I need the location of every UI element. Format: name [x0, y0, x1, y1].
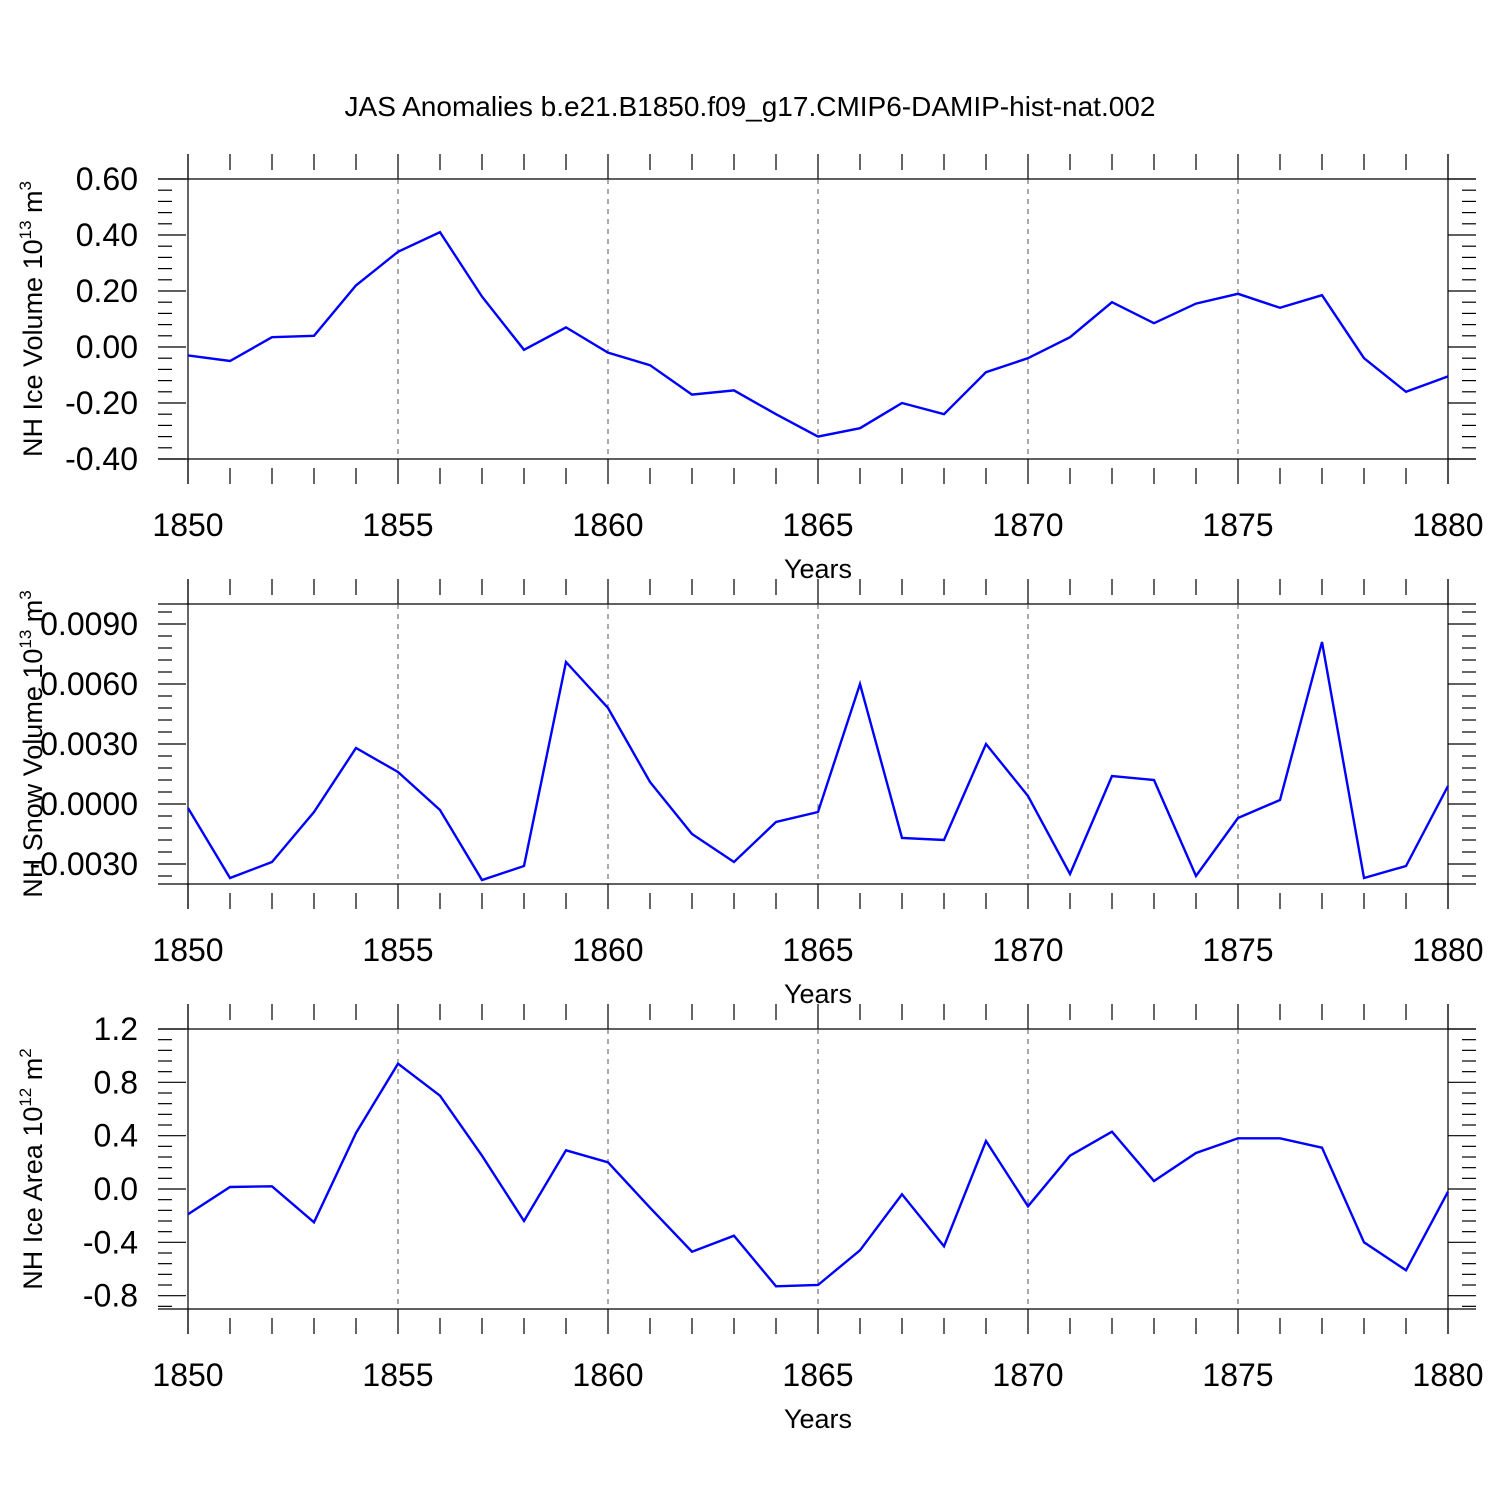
- figure-title: JAS Anomalies b.e21.B1850.f09_g17.CMIP6-…: [345, 91, 1156, 122]
- y-tick-label: -0.0030: [29, 846, 138, 882]
- y-tick-label: 0.00: [76, 329, 138, 365]
- y-axis-title: NH Ice Area 1012 m2: [16, 1048, 48, 1289]
- y-tick-label: -0.8: [83, 1278, 138, 1314]
- x-tick-label: 1855: [362, 507, 433, 543]
- y-tick-label: -0.20: [65, 385, 138, 421]
- x-tick-label: 1880: [1412, 507, 1483, 543]
- y-axis-title-exponent: 12: [16, 1088, 35, 1107]
- y-axis-title-text: NH Snow Volume 10: [18, 649, 48, 898]
- x-tick-label: 1875: [1202, 507, 1273, 543]
- x-axis-title: Years: [784, 1404, 852, 1434]
- y-tick-label: -0.40: [65, 441, 138, 477]
- y-tick-label: 0.0000: [40, 786, 138, 822]
- y-axis-title-exponent: 13: [16, 220, 35, 239]
- y-axis-title-unit: m: [18, 1058, 48, 1088]
- x-tick-label: 1860: [572, 1357, 643, 1393]
- y-axis-title-text: NH Ice Area 10: [18, 1107, 48, 1290]
- x-tick-label: 1860: [572, 507, 643, 543]
- y-axis-title-unit-exponent: 3: [16, 181, 35, 190]
- x-tick-label: 1850: [152, 1357, 223, 1393]
- x-tick-label: 1865: [782, 932, 853, 968]
- x-tick-label: 1855: [362, 1357, 433, 1393]
- y-tick-label: 0.4: [94, 1118, 138, 1154]
- y-tick-label: 0.20: [76, 273, 138, 309]
- y-tick-label: 0.0090: [40, 606, 138, 642]
- y-axis-title: NH Ice Volume 1013 m3: [16, 181, 48, 457]
- y-tick-label: 0.60: [76, 161, 138, 197]
- x-tick-label: 1870: [992, 507, 1063, 543]
- x-tick-label: 1870: [992, 932, 1063, 968]
- y-axis-title-unit: m: [18, 600, 48, 630]
- panel-3: 1.2 0.8 0.4 0.0 -0.4 -0.8 1850 1855 1860 1865 1870…: [16, 1004, 1484, 1434]
- y-tick-label: 0.40: [76, 217, 138, 253]
- x-tick-label: 1855: [362, 932, 433, 968]
- y-tick-label: -0.4: [83, 1224, 138, 1260]
- x-tick-label: 1850: [152, 507, 223, 543]
- x-tick-label: 1875: [1202, 932, 1273, 968]
- y-tick-label: 1.2: [94, 1011, 138, 1047]
- x-tick-label: 1875: [1202, 1357, 1273, 1393]
- x-tick-label: 1865: [782, 507, 853, 543]
- panel-2: 0.0090 0.0060 0.0030 0.0000 -0.0030 1850 1855 1…: [16, 579, 1484, 1009]
- y-axis-title: NH Snow Volume 1013 m3: [16, 590, 48, 898]
- y-axis-title-unit-exponent: 3: [16, 590, 35, 599]
- x-tick-label: 1870: [992, 1357, 1063, 1393]
- x-tick-label: 1850: [152, 932, 223, 968]
- y-axis-title-unit-exponent: 2: [16, 1048, 35, 1057]
- x-tick-label: 1880: [1412, 1357, 1483, 1393]
- y-tick-label: 0.8: [94, 1064, 138, 1100]
- y-tick-label: 0.0060: [40, 666, 138, 702]
- y-tick-label: 0.0030: [40, 726, 138, 762]
- x-tick-label: 1880: [1412, 932, 1483, 968]
- y-axis-title-text: NH Ice Volume 10: [18, 239, 48, 457]
- panels: 0.60 0.40 0.20 0.00 -0.20 -0.40 1850 1855 1860 18…: [16, 154, 1484, 1434]
- y-axis-title-unit: m: [18, 190, 48, 220]
- y-tick-label: 0.0: [94, 1171, 138, 1207]
- panel-1: 0.60 0.40 0.20 0.00 -0.20 -0.40 1850 1855 1860 18…: [16, 154, 1484, 584]
- x-tick-label: 1860: [572, 932, 643, 968]
- y-axis-title-exponent: 13: [16, 630, 35, 649]
- x-tick-label: 1865: [782, 1357, 853, 1393]
